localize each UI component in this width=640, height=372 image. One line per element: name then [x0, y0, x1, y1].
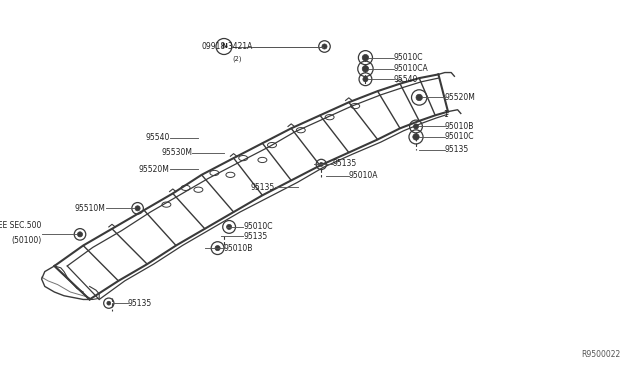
Text: 95135: 95135: [128, 299, 152, 308]
Text: 95135: 95135: [445, 145, 469, 154]
Ellipse shape: [227, 224, 232, 230]
Text: (2): (2): [232, 56, 241, 62]
Text: 95135: 95135: [333, 159, 357, 168]
Text: 95540: 95540: [394, 75, 418, 84]
Text: 95010C: 95010C: [243, 222, 273, 231]
Ellipse shape: [107, 301, 111, 305]
Ellipse shape: [77, 232, 83, 237]
Text: 95530M: 95530M: [161, 148, 192, 157]
Text: 95520M: 95520M: [445, 93, 476, 102]
Text: 95540: 95540: [145, 133, 170, 142]
Text: 1: 1: [444, 110, 448, 119]
Text: 95135: 95135: [251, 183, 275, 192]
Text: 09918-3421A: 09918-3421A: [202, 42, 253, 51]
Text: 95010C: 95010C: [445, 132, 474, 141]
Ellipse shape: [135, 206, 140, 211]
Ellipse shape: [413, 134, 419, 140]
Text: 95010A: 95010A: [349, 171, 378, 180]
Text: 95010CA: 95010CA: [394, 64, 428, 73]
Text: R9500022: R9500022: [582, 350, 621, 359]
Ellipse shape: [416, 94, 422, 101]
Text: N: N: [221, 44, 227, 49]
Text: 95135: 95135: [243, 232, 268, 241]
Text: 95010B: 95010B: [224, 244, 253, 253]
Ellipse shape: [362, 65, 369, 72]
Text: 95510M: 95510M: [75, 204, 106, 213]
Ellipse shape: [362, 54, 369, 61]
Text: 95520M: 95520M: [139, 165, 170, 174]
Ellipse shape: [363, 77, 368, 82]
Ellipse shape: [322, 44, 327, 49]
Text: SEE SEC.500: SEE SEC.500: [0, 221, 42, 230]
Ellipse shape: [319, 163, 323, 166]
Text: 95010B: 95010B: [445, 122, 474, 131]
Text: (50100): (50100): [12, 236, 42, 245]
Ellipse shape: [215, 246, 220, 251]
Ellipse shape: [413, 124, 419, 129]
Text: 95010C: 95010C: [394, 53, 423, 62]
